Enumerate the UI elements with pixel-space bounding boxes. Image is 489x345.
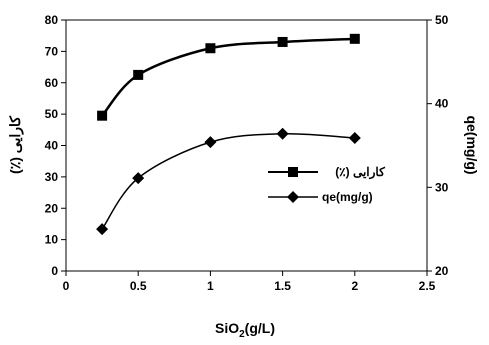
x-axis-title: SiO2(g/L) [215, 320, 275, 340]
series-layer [96, 33, 361, 236]
data-point-diamond [276, 127, 289, 140]
y-left-tick-label: 0 [51, 264, 58, 278]
y-left-tick-label: 10 [45, 233, 59, 247]
data-point-square [205, 43, 216, 54]
y-left-tick-label: 80 [45, 13, 59, 27]
legend: کارایی (٪) qe(mg/g) [268, 165, 385, 204]
data-point-diamond [348, 131, 361, 144]
x-tick-label: 2 [351, 279, 358, 293]
y-left-tick-label: 20 [45, 201, 59, 215]
y-left-tick-label: 40 [45, 139, 59, 153]
y-right-tick-label: 40 [435, 97, 449, 111]
data-point-diamond [132, 172, 145, 185]
legend-label-efficiency: کارایی (٪) [335, 165, 385, 180]
y-left-tick-label: 60 [45, 76, 59, 90]
data-point-square [277, 36, 288, 47]
x-axis-title-rest: (g/L) [245, 320, 275, 336]
y-left-tick-label: 50 [45, 107, 59, 121]
y-left-tick-label: 70 [45, 44, 59, 58]
data-point-square [133, 69, 144, 80]
x-tick-label: 0 [63, 279, 70, 293]
x-axis-title-main: SiO [215, 320, 239, 336]
data-point-square [97, 110, 108, 121]
legend-marker-diamond [287, 191, 299, 203]
y-axis-title-right: qe(mg/g) [464, 115, 480, 174]
y-right-tick-label: 30 [435, 180, 449, 194]
legend-label-qe: qe(mg/g) [322, 190, 373, 204]
x-axis-title-sub: 2 [239, 329, 245, 340]
y-left-tick-label: 30 [45, 170, 59, 184]
plot-frame [65, 19, 428, 272]
x-tick-label: 1.5 [274, 279, 291, 293]
data-point-square [349, 33, 360, 44]
ticks-layer: 0 0.5 1 1.5 2 2.5 0 10 20 30 40 50 60 70 80 20 30 40 50 [45, 13, 449, 293]
data-point-diamond [96, 223, 109, 236]
x-tick-label: 2.5 [419, 279, 436, 293]
y-right-tick-label: 20 [435, 264, 449, 278]
data-point-diamond [204, 136, 217, 149]
x-tick-label: 1 [207, 279, 214, 293]
legend-marker-square [288, 167, 298, 177]
x-tick-label: 0.5 [130, 279, 147, 293]
y-right-tick-label: 50 [435, 13, 449, 27]
y-axis-title-left: کارایی (٪) [7, 116, 24, 174]
